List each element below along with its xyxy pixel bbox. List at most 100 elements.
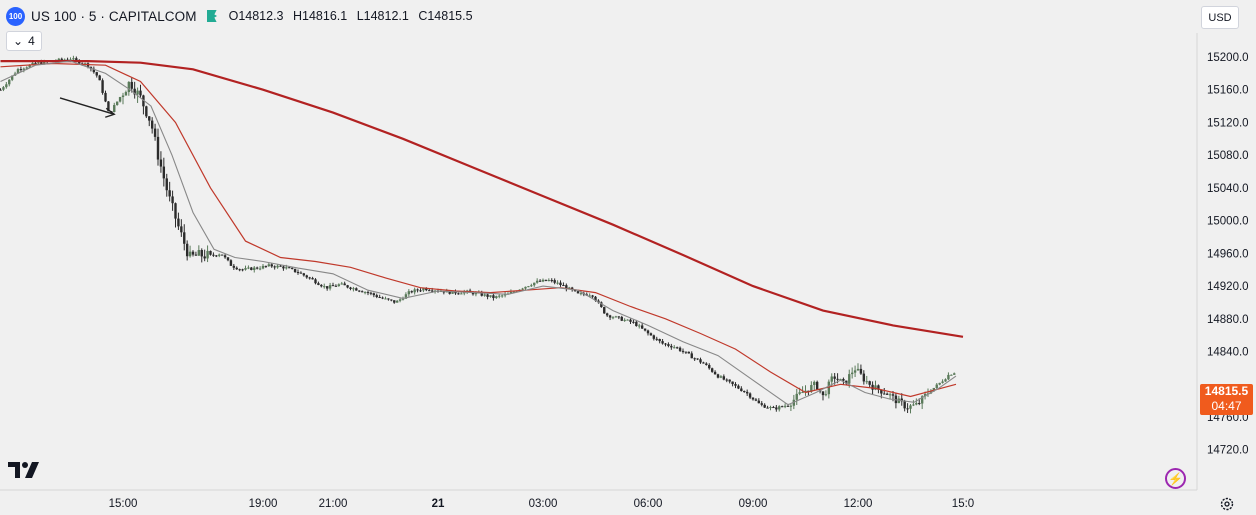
ma-long-line [0,59,964,338]
candle-body [121,95,125,98]
ma-short-line [0,60,957,406]
candle-body [833,376,836,379]
candle-body [906,408,909,410]
candle-body [267,264,271,267]
candle-body [783,405,787,407]
candle-body [483,294,486,296]
candle-body [871,384,874,390]
candle-body [460,293,463,295]
candle-body [772,407,775,409]
candle-body [156,136,160,160]
candle-body [302,273,306,276]
candle-body [912,404,915,406]
candle-body [690,353,693,359]
candle-body [8,79,11,85]
candle-body [617,316,621,318]
candle-body [474,292,478,295]
candle-body [798,392,801,394]
candle-body [591,295,594,297]
candle-body [757,400,761,404]
candle-body [903,401,906,409]
candle-body [588,295,591,297]
candle-body [223,255,227,258]
candle-body [0,89,2,91]
candle-body [611,317,615,319]
candle-body [276,265,279,268]
candle-body [559,282,562,285]
indicators-toggle-button[interactable]: ⌄ 4 [6,31,42,51]
candle-body [950,374,953,376]
candle-body [909,405,912,409]
candle-body [801,392,804,394]
symbol-badge[interactable]: 100 [6,6,25,26]
candle-body [238,269,241,271]
candle-body [670,345,673,348]
candle-body [897,398,901,404]
candle-body [40,62,43,65]
candle-body [209,250,212,255]
candle-body [115,101,119,106]
candle-body [188,251,192,257]
candle-body [605,313,609,316]
candle-body [139,90,142,96]
candle-body [885,393,889,395]
candle-body [699,359,702,363]
candle-body [498,295,501,297]
candle-body [325,286,329,289]
gear-icon[interactable] [1220,497,1234,511]
candle-body [296,271,300,273]
candle-body [891,394,895,396]
candle-body [150,120,154,129]
candle-body [372,293,376,296]
candle-body [255,267,259,269]
y-tick-label: 14760.0 [1207,412,1249,424]
candle-body [600,302,603,308]
candle-body [538,280,542,282]
candle-body [19,69,23,71]
candle-body [366,292,370,294]
candle-body [317,283,320,285]
candle-body [646,330,650,334]
candle-body [821,391,825,396]
candle-body [212,254,215,256]
candle-body [428,290,431,292]
candle-body [98,75,101,81]
candle-body [378,297,381,299]
candle-body [830,376,833,382]
candle-body [888,394,892,396]
indicators-count: 4 [28,34,35,48]
ohlc-open: O14812.3 [228,9,284,23]
candle-body [795,393,798,400]
currency-button[interactable]: USD [1201,6,1239,29]
candle-body [288,267,291,269]
lightning-bolt-icon[interactable]: ⚡ [1165,468,1186,489]
candle-body [608,315,612,318]
candle-body [562,284,565,286]
candle-body [407,291,411,295]
candle-body [375,295,378,298]
ma-medium-line [0,62,957,398]
x-tick-label: 06:00 [634,498,663,510]
candle-body [684,351,688,353]
symbol-title[interactable]: US 100 · 5 · CAPITALCOM [31,8,197,24]
candle-body [180,226,183,233]
candle-body [218,254,221,256]
candle-body [340,283,343,285]
candle-body [620,316,623,321]
candle-body [649,333,653,336]
candle-body [553,280,556,283]
candle-body [725,379,728,381]
candle-body [387,298,390,300]
tradingview-logo-icon[interactable] [8,460,40,480]
candle-body [667,344,670,346]
candle-body [10,75,14,80]
candle-body [786,405,790,407]
candle-body [145,106,148,117]
candle-body [556,282,559,284]
candle-body [629,319,632,322]
candle-body [745,391,749,394]
candle-body [877,385,880,390]
candle-body [153,128,157,137]
candle-body [635,321,638,326]
